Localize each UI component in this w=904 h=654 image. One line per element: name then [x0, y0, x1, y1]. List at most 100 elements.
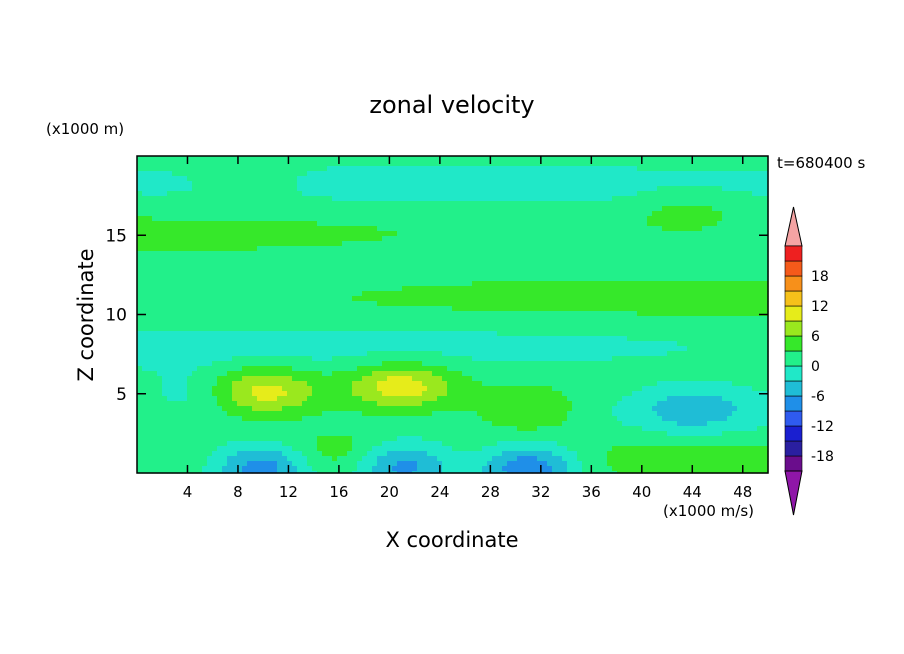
- contour-cell: [712, 266, 718, 272]
- contour-cell: [227, 241, 233, 247]
- contour-cell: [302, 251, 308, 257]
- contour-cell: [222, 221, 228, 227]
- contour-cell: [682, 201, 688, 207]
- contour-cell: [157, 331, 163, 337]
- contour-cell: [267, 261, 273, 267]
- contour-cell: [497, 256, 503, 262]
- contour-cell: [732, 181, 738, 187]
- contour-cell: [222, 326, 228, 332]
- contour-cell: [277, 156, 283, 162]
- contour-cell: [392, 176, 398, 182]
- contour-cell: [442, 311, 448, 317]
- contour-cell: [332, 221, 338, 227]
- contour-cell: [422, 336, 428, 342]
- contour-cell: [347, 341, 353, 347]
- contour-cell: [297, 266, 303, 272]
- contour-cell: [342, 311, 348, 317]
- contour-cell: [687, 206, 693, 212]
- contour-cell: [407, 341, 413, 347]
- contour-cell: [277, 166, 283, 172]
- contour-cell: [402, 206, 408, 212]
- contour-cell: [737, 201, 743, 207]
- contour-cell: [472, 171, 478, 177]
- contour-cell: [752, 281, 758, 287]
- contour-cell: [222, 201, 228, 207]
- contour-cell: [547, 206, 553, 212]
- contour-cell: [627, 176, 633, 182]
- contour-cell: [382, 301, 388, 307]
- contour-cell: [307, 221, 313, 227]
- contour-cell: [572, 181, 578, 187]
- contour-cell: [697, 196, 703, 202]
- contour-cell: [737, 196, 743, 202]
- contour-cell: [427, 286, 433, 292]
- contour-cell: [687, 341, 693, 347]
- contour-cell: [537, 301, 543, 307]
- contour-cell: [547, 236, 553, 242]
- contour-cell: [562, 261, 568, 267]
- contour-cell: [337, 246, 343, 252]
- contour-cell: [617, 291, 623, 297]
- contour-cell: [582, 201, 588, 207]
- contour-cell: [217, 341, 223, 347]
- contour-cell: [527, 256, 533, 262]
- contour-cell: [247, 211, 253, 217]
- contour-cell: [527, 276, 533, 282]
- contour-cell: [732, 341, 738, 347]
- contour-cell: [317, 206, 323, 212]
- contour-cell: [512, 286, 518, 292]
- contour-cell: [557, 156, 563, 162]
- contour-cell: [237, 176, 243, 182]
- contour-cell: [722, 196, 728, 202]
- contour-cell: [707, 226, 713, 232]
- contour-cell: [237, 251, 243, 257]
- contour-cell: [562, 251, 568, 257]
- contour-cell: [757, 291, 763, 297]
- contour-cell: [382, 156, 388, 162]
- contour-cell: [497, 161, 503, 167]
- contour-cell: [267, 176, 273, 182]
- contour-cell: [342, 201, 348, 207]
- contour-cell: [652, 161, 658, 167]
- contour-cell: [577, 271, 583, 277]
- contour-cell: [242, 196, 248, 202]
- contour-cell: [272, 201, 278, 207]
- contour-cell: [547, 216, 553, 222]
- contour-cell: [272, 351, 278, 357]
- contour-cell: [752, 166, 758, 172]
- contour-cell: [627, 246, 633, 252]
- contour-cell: [252, 311, 258, 317]
- contour-cell: [237, 336, 243, 342]
- contour-cell: [417, 236, 423, 242]
- contour-cell: [202, 161, 208, 167]
- contour-cell: [627, 331, 633, 337]
- contour-cell: [677, 246, 683, 252]
- contour-cell: [387, 176, 393, 182]
- contour-cell: [182, 236, 188, 242]
- contour-cell: [687, 221, 693, 227]
- contour-cell: [552, 306, 558, 312]
- contour-cell: [272, 301, 278, 307]
- contour-cell: [747, 191, 753, 197]
- contour-cell: [407, 171, 413, 177]
- contour-cell: [527, 171, 533, 177]
- contour-cell: [487, 186, 493, 192]
- contour-cell: [437, 291, 443, 297]
- contour-cell: [147, 321, 153, 327]
- contour-cell: [392, 216, 398, 222]
- contour-cell: [152, 246, 158, 252]
- contour-cell: [247, 311, 253, 317]
- contour-cell: [442, 216, 448, 222]
- contour-cell: [542, 176, 548, 182]
- contour-cell: [607, 166, 613, 172]
- contour-cell: [227, 196, 233, 202]
- contour-cell: [367, 181, 373, 187]
- contour-cell: [412, 306, 418, 312]
- contour-cell: [242, 346, 248, 352]
- contour-cell: [612, 306, 618, 312]
- contour-cell: [342, 296, 348, 302]
- contour-cell: [552, 291, 558, 297]
- contour-cell: [252, 156, 258, 162]
- contour-cell: [152, 171, 158, 177]
- contour-cell: [362, 246, 368, 252]
